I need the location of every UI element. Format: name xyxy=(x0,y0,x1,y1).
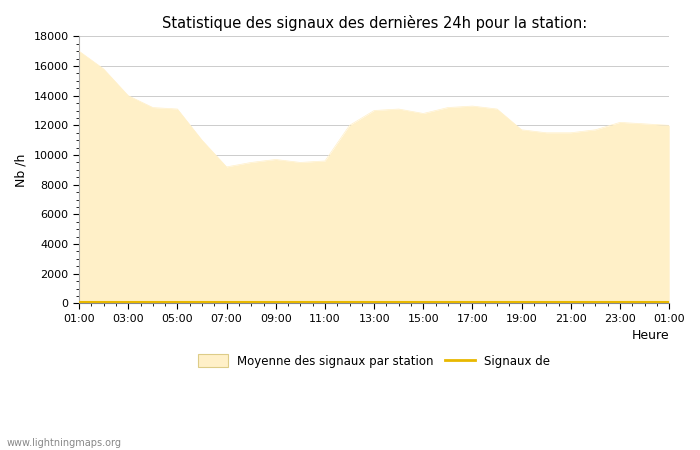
Y-axis label: Nb /h: Nb /h xyxy=(15,153,28,187)
X-axis label: Heure: Heure xyxy=(631,329,669,342)
Legend: Moyenne des signaux par station, Signaux de: Moyenne des signaux par station, Signaux… xyxy=(193,350,555,372)
Title: Statistique des signaux des dernières 24h pour la station:: Statistique des signaux des dernières 24… xyxy=(162,15,587,31)
Text: www.lightningmaps.org: www.lightningmaps.org xyxy=(7,438,122,448)
